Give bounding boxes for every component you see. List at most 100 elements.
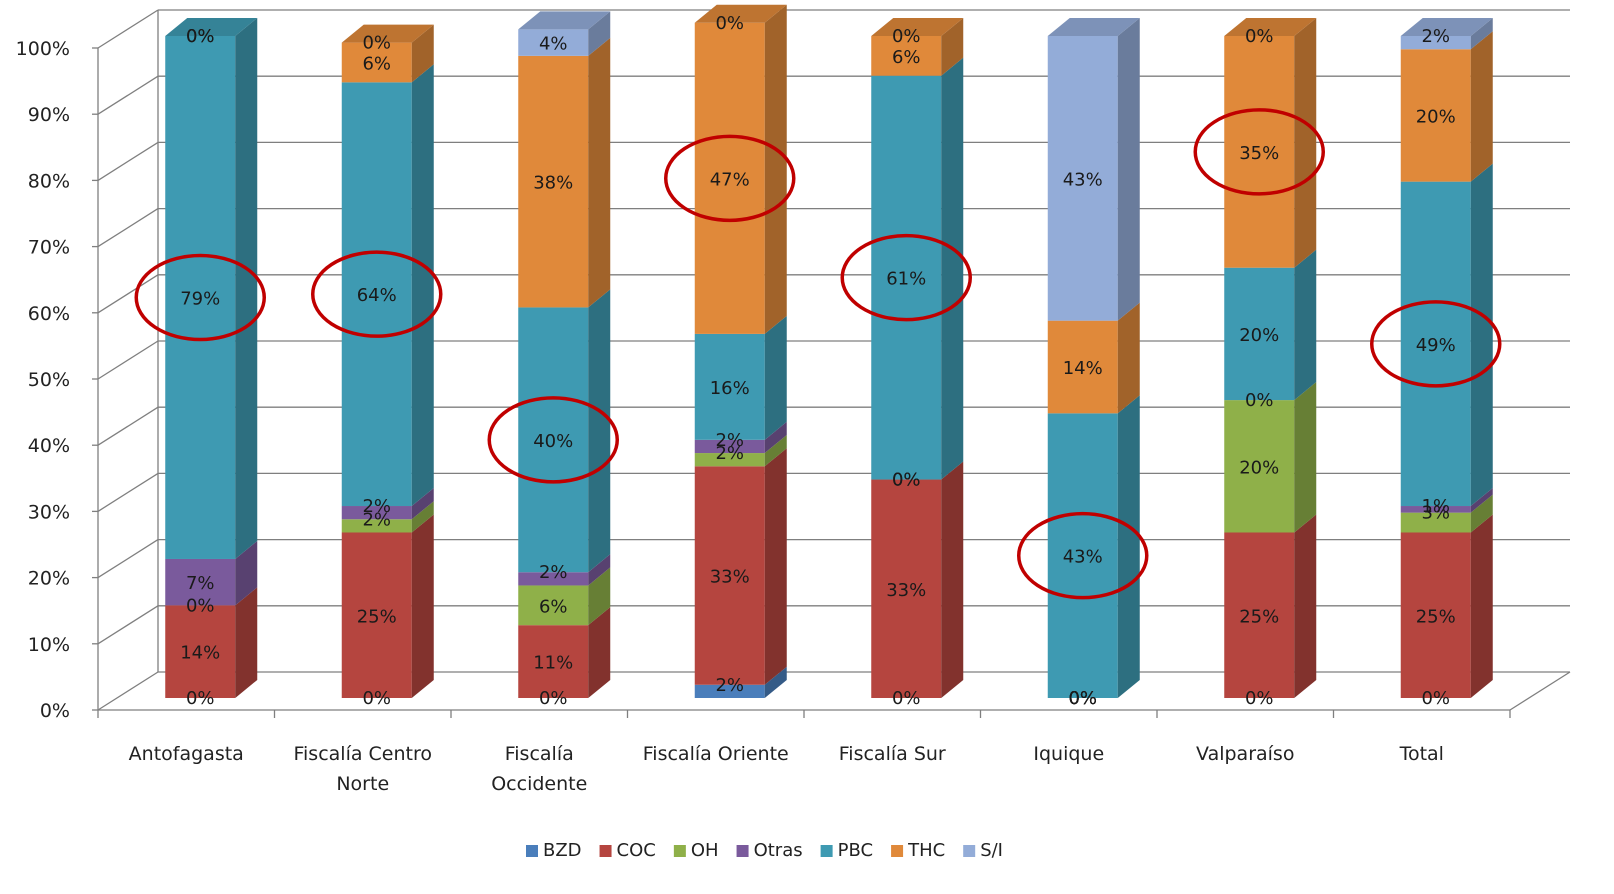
data-label: 79% xyxy=(180,288,220,309)
gridline-side xyxy=(97,141,159,181)
legend-swatch xyxy=(673,845,686,857)
bar-top-face xyxy=(1224,17,1317,36)
bar-segment-pbc xyxy=(694,333,765,440)
bar-segment-bzd xyxy=(694,684,765,698)
bar-stack xyxy=(1400,17,1493,698)
y-tick-label: 60% xyxy=(28,303,70,325)
data-label: 2% xyxy=(539,562,568,583)
legend-entry: BZD xyxy=(543,840,582,861)
y-tick-label: 70% xyxy=(28,237,70,259)
bar-segment-side xyxy=(588,37,611,308)
bar-stack xyxy=(1047,17,1140,698)
bar-segment-otras xyxy=(694,439,765,454)
gridline-side xyxy=(97,472,159,512)
data-label: 0% xyxy=(186,26,215,47)
y-tick-label: 0% xyxy=(40,700,70,722)
data-label: 2% xyxy=(1421,26,1450,47)
bar-segment-side xyxy=(1470,163,1493,507)
bar-segment-side xyxy=(235,17,258,559)
highlight-ellipse xyxy=(1193,108,1325,196)
data-label: 0% xyxy=(1245,390,1274,411)
highlight-ellipse xyxy=(840,233,972,322)
data-label: 14% xyxy=(1063,358,1103,379)
data-label: 47% xyxy=(710,169,750,190)
y-tick-label: 90% xyxy=(28,104,70,126)
bar-segment-pbc xyxy=(518,307,589,573)
bar-segment-pbc xyxy=(341,82,412,507)
bar-segment-side xyxy=(764,435,787,467)
data-labels-layer: 0%14%0%7%79%0%0%0%25%2%2%64%6%0%0%11%6%2… xyxy=(180,13,1456,709)
data-label: 49% xyxy=(1416,335,1456,356)
y-tick-label: 80% xyxy=(28,170,70,192)
bar-segment-side xyxy=(764,421,787,454)
data-label: 33% xyxy=(886,580,926,601)
legend-swatch xyxy=(820,845,833,857)
bar-segment-side xyxy=(411,514,434,698)
data-label: 0% xyxy=(892,688,921,709)
legend-swatch xyxy=(526,845,538,857)
bar-segment-side xyxy=(1470,17,1493,50)
data-label: 20% xyxy=(1416,106,1456,127)
bar-segment-side xyxy=(588,11,611,56)
gridline-side xyxy=(97,75,159,115)
legend-swatch xyxy=(963,845,976,857)
bar-segment-otras xyxy=(341,506,412,520)
data-label: 20% xyxy=(1239,457,1279,478)
data-label: 64% xyxy=(357,285,397,306)
data-label: 0% xyxy=(1245,688,1274,709)
bar-segment-pbc xyxy=(165,36,236,559)
x-category-label: Fiscalía Sur xyxy=(839,743,946,765)
data-label: 2% xyxy=(362,496,391,517)
data-label: 0% xyxy=(1245,26,1274,47)
data-label: 20% xyxy=(1239,325,1279,346)
bars-layer xyxy=(165,4,1493,698)
gridline-side xyxy=(97,539,159,579)
bar-segment-side xyxy=(764,666,787,698)
data-label: 7% xyxy=(186,573,215,594)
gridline-side xyxy=(97,274,159,314)
data-label: 16% xyxy=(710,378,750,399)
bar-segment-side xyxy=(1470,494,1493,533)
bar-segment-pbc xyxy=(1400,181,1471,507)
data-label: 11% xyxy=(533,653,573,674)
bar-stack xyxy=(518,11,611,698)
x-category-label: Iquique xyxy=(1033,743,1104,765)
y-tick-label: 30% xyxy=(28,501,70,523)
bar-segment-side xyxy=(1117,17,1140,321)
floor-right-edge xyxy=(1509,671,1571,711)
bar-segment-side xyxy=(588,607,611,698)
y-tick-label: 20% xyxy=(28,568,70,590)
x-category-label: Valparaíso xyxy=(1196,743,1294,765)
gridline-side xyxy=(97,340,159,380)
bar-stack xyxy=(165,17,258,698)
bar-segment-pbc xyxy=(1224,267,1295,401)
data-label: 25% xyxy=(1416,606,1456,627)
data-label: 2% xyxy=(715,430,744,451)
bar-top-face xyxy=(165,17,258,36)
data-label: 33% xyxy=(710,567,750,588)
bar-segment-coc xyxy=(1400,532,1471,698)
x-category-label: Fiscalía Centro Norte xyxy=(293,743,432,795)
bar-segment-coc xyxy=(694,466,765,685)
bar-segment-thc xyxy=(1047,320,1118,414)
legend-entry: COC xyxy=(617,840,656,861)
legend-entry: PBC xyxy=(838,840,873,861)
bar-stack xyxy=(694,4,787,698)
data-label: 0% xyxy=(715,13,744,34)
bar-stack xyxy=(871,17,964,698)
bar-segment-side xyxy=(411,501,434,533)
data-label: 0% xyxy=(1068,688,1097,709)
bar-segment-si xyxy=(518,29,589,56)
bar-segment-side xyxy=(1294,382,1317,533)
data-label: 0% xyxy=(892,26,921,47)
data-label: 61% xyxy=(886,269,926,290)
bar-segment-oh xyxy=(694,453,765,467)
legend-swatch xyxy=(736,845,749,857)
bar-segment-thc xyxy=(694,22,765,334)
highlight-ellipse xyxy=(1017,511,1149,600)
x-category-label: Fiscalía Oriente xyxy=(643,743,789,765)
bar-segment-oh xyxy=(1400,512,1471,533)
bar-segment-thc xyxy=(1400,49,1471,182)
bar-top-face xyxy=(871,17,964,36)
